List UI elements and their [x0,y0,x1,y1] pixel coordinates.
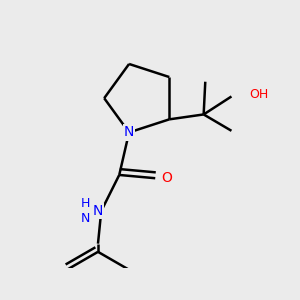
Text: OH: OH [250,88,269,101]
Text: O: O [161,171,172,185]
Text: N: N [124,125,134,140]
Text: N: N [93,204,103,218]
Text: H
N: H N [80,197,90,225]
Text: H: H [80,197,90,210]
